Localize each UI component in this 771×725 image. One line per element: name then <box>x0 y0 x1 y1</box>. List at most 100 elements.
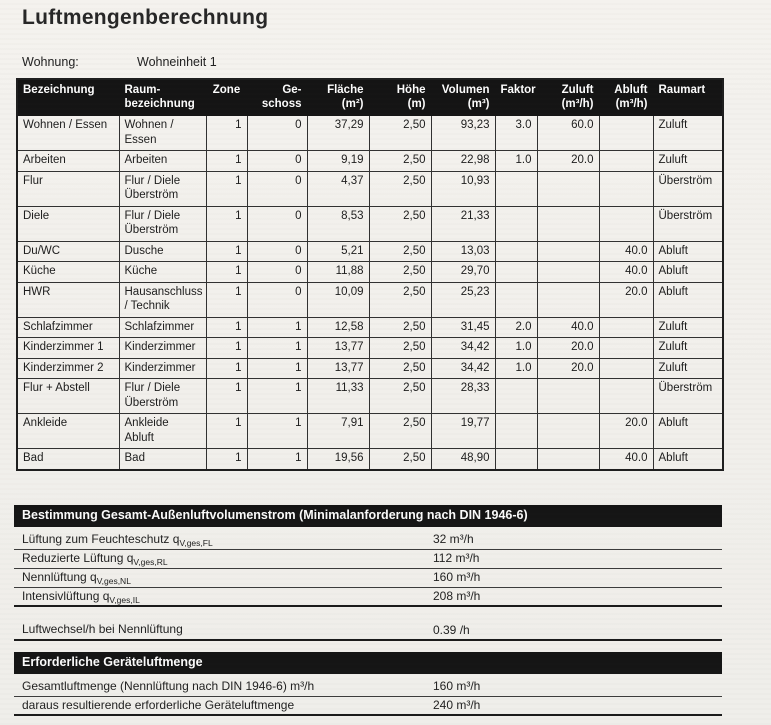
section-geraet-header: Erforderliche Geräteluftmenge <box>14 652 722 674</box>
cell-zone: 1 <box>205 316 248 338</box>
cell-raumart: Zuluft <box>652 316 724 338</box>
section-min-aussenluft: Bestimmung Gesamt-Außenluftvolumenstrom … <box>14 505 722 607</box>
room-table-body: Wohnen / Essen Wohnen / Essen 1 0 37,29 … <box>16 115 724 470</box>
section-geraeteluftmenge: Erforderliche Geräteluftmenge Gesamtluft… <box>14 652 722 716</box>
cell-flaeche: 11,88 <box>306 261 370 283</box>
geraet-label: daraus resultierende erforderliche Gerät… <box>22 698 295 712</box>
cell-volumen: 48,90 <box>430 448 496 470</box>
cell-abluft: 40.0 <box>598 240 654 262</box>
col-volumen: Volumen (m³) <box>430 78 496 116</box>
luftwechsel-value: 0.39 /h <box>433 623 470 637</box>
cell-raumbezeichnung: Bad <box>118 448 207 470</box>
cell-flaeche: 7,91 <box>306 413 370 449</box>
cell-raumart: Abluft <box>652 413 724 449</box>
cell-faktor <box>494 261 538 283</box>
cell-hoehe: 2,50 <box>368 261 432 283</box>
cell-volumen: 29,70 <box>430 261 496 283</box>
cell-raumbezeichnung: Hausanschluss / Technik <box>118 281 207 318</box>
ventilation-label: Reduzierte Lüftung q <box>22 551 134 565</box>
section-min-rows: Lüftung zum Feuchteschutz qV,ges,FL 32 m… <box>14 531 722 607</box>
cell-raumbezeichnung: Flur / Diele Überström <box>118 378 207 414</box>
cell-volumen: 21,33 <box>430 205 496 242</box>
col-bezeichnung: Bezeichnung <box>16 78 120 116</box>
table-row: Küche Küche 1 0 11,88 2,50 29,70 40.0 Ab… <box>16 261 724 283</box>
cell-raumart: Zuluft <box>652 150 724 172</box>
col-zuluft: Zuluft (m³/h) <box>536 78 600 116</box>
section-min-header: Bestimmung Gesamt-Außenluftvolumenstrom … <box>14 505 722 527</box>
cell-abluft <box>598 357 654 379</box>
cell-bezeichnung: Du/WC <box>16 240 120 262</box>
table-row: Schlafzimmer Schlafzimmer 1 1 12,58 2,50… <box>16 316 724 338</box>
cell-zone: 1 <box>205 240 248 262</box>
cell-hoehe: 2,50 <box>368 240 432 262</box>
cell-hoehe: 2,50 <box>368 205 432 242</box>
cell-flaeche: 12,58 <box>306 316 370 338</box>
cell-zone: 1 <box>205 205 248 242</box>
cell-faktor <box>494 205 538 242</box>
cell-raumbezeichnung: Kinderzimmer <box>118 357 207 379</box>
luftwechsel-label: Luftwechsel/h bei Nennlüftung <box>22 622 183 636</box>
cell-zone: 1 <box>205 337 248 359</box>
table-row: Arbeiten Arbeiten 1 0 9,19 2,50 22,98 1.… <box>16 150 724 172</box>
col-raumbezeichnung: Raum-bezeichnung <box>118 78 207 116</box>
cell-hoehe: 2,50 <box>368 357 432 379</box>
cell-volumen: 28,33 <box>430 378 496 414</box>
cell-volumen: 31,45 <box>430 316 496 338</box>
cell-volumen: 93,23 <box>430 115 496 151</box>
cell-zone: 1 <box>205 448 248 470</box>
ventilation-label-subscript: V,ges,RL <box>133 557 168 567</box>
cell-zone: 1 <box>205 413 248 449</box>
cell-faktor <box>494 281 538 318</box>
cell-faktor: 3.0 <box>494 115 538 151</box>
wohnung-value: Wohneinheit 1 <box>137 55 217 69</box>
wohnung-label: Wohnung: <box>22 55 79 69</box>
cell-faktor: 2.0 <box>494 316 538 338</box>
cell-zuluft: 20.0 <box>536 150 600 172</box>
cell-abluft: 40.0 <box>598 448 654 470</box>
ventilation-value: 112 m³/h <box>433 551 480 565</box>
cell-geschoss: 0 <box>246 240 308 262</box>
cell-hoehe: 2,50 <box>368 448 432 470</box>
cell-zuluft <box>536 170 600 207</box>
ventilation-label: Intensivlüftung q <box>22 589 110 603</box>
cell-raumbezeichnung: Küche <box>118 261 207 283</box>
ventilation-value: 208 m³/h <box>433 589 481 603</box>
cell-bezeichnung: Ankleide <box>16 413 120 449</box>
cell-flaeche: 5,21 <box>306 240 370 262</box>
cell-zuluft <box>536 240 600 262</box>
col-hoehe: Höhe (m) <box>368 78 432 116</box>
ventilation-label-subscript: V,ges,NL <box>96 576 131 586</box>
cell-raumbezeichnung: Kinderzimmer <box>118 337 207 359</box>
table-header: Bezeichnung Raum-bezeichnung Zone Ge-sch… <box>16 78 724 116</box>
cell-faktor: 1.0 <box>494 357 538 379</box>
cell-bezeichnung: HWR <box>16 281 120 318</box>
cell-abluft <box>598 378 654 414</box>
cell-raumart: Überström <box>652 205 724 242</box>
geraet-row: daraus resultierende erforderliche Gerät… <box>14 697 722 716</box>
table-row: Kinderzimmer 2 Kinderzimmer 1 1 13,77 2,… <box>16 357 724 379</box>
geraet-value: 160 m³/h <box>433 679 481 693</box>
cell-abluft <box>598 316 654 338</box>
cell-flaeche: 9,19 <box>306 150 370 172</box>
cell-faktor <box>494 170 538 207</box>
cell-raumart: Abluft <box>652 240 724 262</box>
cell-hoehe: 2,50 <box>368 170 432 207</box>
col-geschoss: Ge-schoss <box>246 78 308 116</box>
ventilation-row: Intensivlüftung qV,ges,IL 208 m³/h <box>14 588 722 607</box>
col-abluft: Abluft (m³/h) <box>598 78 654 116</box>
cell-zuluft <box>536 378 600 414</box>
cell-bezeichnung: Wohnen / Essen <box>16 115 120 151</box>
cell-zuluft <box>536 413 600 449</box>
air-volume-table: Bezeichnung Raum-bezeichnung Zone Ge-sch… <box>16 78 724 471</box>
cell-hoehe: 2,50 <box>368 337 432 359</box>
cell-faktor <box>494 413 538 449</box>
cell-hoehe: 2,50 <box>368 316 432 338</box>
ventilation-label: Lüftung zum Feuchteschutz q <box>22 532 180 546</box>
cell-raumbezeichnung: Wohnen / Essen <box>118 115 207 151</box>
cell-faktor: 1.0 <box>494 337 538 359</box>
ventilation-label-subscript: V,ges,IL <box>109 595 140 605</box>
cell-geschoss: 1 <box>246 316 308 338</box>
cell-zone: 1 <box>205 261 248 283</box>
cell-flaeche: 13,77 <box>306 337 370 359</box>
cell-geschoss: 1 <box>246 448 308 470</box>
